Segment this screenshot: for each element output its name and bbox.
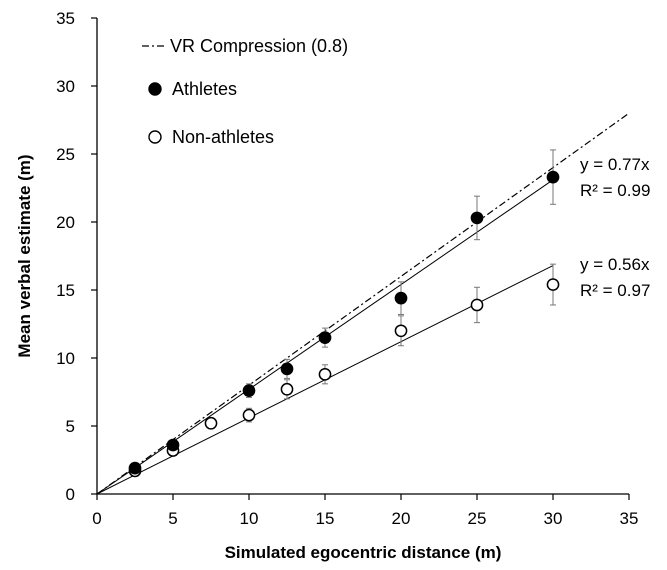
x-tick-label: 0 [92, 509, 101, 528]
x-tick-label: 5 [168, 509, 177, 528]
y-tick-label: 25 [56, 145, 75, 164]
y-axis-ticks: 0 5 10 15 20 25 30 35 [56, 9, 97, 504]
error-bars [132, 149, 556, 475]
non-athletes-point [394, 324, 408, 338]
x-axis-title: Simulated egocentric distance (m) [225, 543, 502, 562]
athletes-point [242, 384, 256, 397]
vr-compression-reference-line [96, 112, 630, 495]
non-athletes-point [318, 367, 332, 381]
athletes-point [546, 170, 560, 184]
legend-reference-line-label: VR Compression (0.8) [170, 36, 348, 56]
axes [96, 18, 629, 495]
y-tick-label: 15 [56, 281, 75, 300]
non-athletes-point [280, 382, 294, 396]
x-tick-label: 25 [468, 509, 487, 528]
fit-lines [96, 112, 630, 495]
legend-non-athletes-marker [148, 130, 162, 144]
athletes-fit-equation: y = 0.77x [580, 155, 650, 174]
x-tick-label: 35 [620, 509, 639, 528]
data-points [128, 170, 560, 478]
x-tick-label: 30 [544, 509, 563, 528]
y-axis-title: Mean verbal estimate (m) [15, 154, 34, 357]
athletes-point [470, 211, 484, 225]
non-athletes-point [546, 278, 560, 291]
y-tick-label: 5 [66, 417, 75, 436]
non-athletes-fit-equation: y = 0.56x [580, 255, 650, 274]
non-athletes-point [470, 298, 484, 312]
y-tick-label: 0 [66, 485, 75, 504]
y-tick-label: 30 [56, 77, 75, 96]
non-athletes-point [204, 416, 218, 430]
athletes-point [166, 438, 180, 452]
x-tick-label: 20 [392, 509, 411, 528]
athletes-point [128, 461, 142, 475]
x-tick-label: 15 [316, 509, 335, 528]
athletes-point [394, 291, 408, 305]
non-athletes-point [242, 408, 256, 422]
athletes-point [280, 362, 294, 376]
x-axis-ticks: 0 5 10 15 20 25 30 35 [92, 494, 638, 528]
legend-athletes-marker [148, 82, 162, 96]
legend: VR Compression (0.8) Athletes Non-athlet… [142, 36, 348, 147]
fit-annotations: y = 0.77x R² = 0.99 y = 0.56x R² = 0.97 [580, 155, 650, 300]
legend-non-athletes-label: Non-athletes [172, 127, 274, 147]
athletes-fit-r-squared: R² = 0.99 [580, 181, 650, 200]
y-tick-label: 10 [56, 349, 75, 368]
x-tick-label: 10 [240, 509, 259, 528]
y-tick-label: 20 [56, 213, 75, 232]
athletes-point [318, 331, 332, 344]
legend-athletes-label: Athletes [172, 79, 237, 99]
non-athletes-fit-r-squared: R² = 0.97 [580, 281, 650, 300]
y-tick-label: 35 [56, 9, 75, 28]
